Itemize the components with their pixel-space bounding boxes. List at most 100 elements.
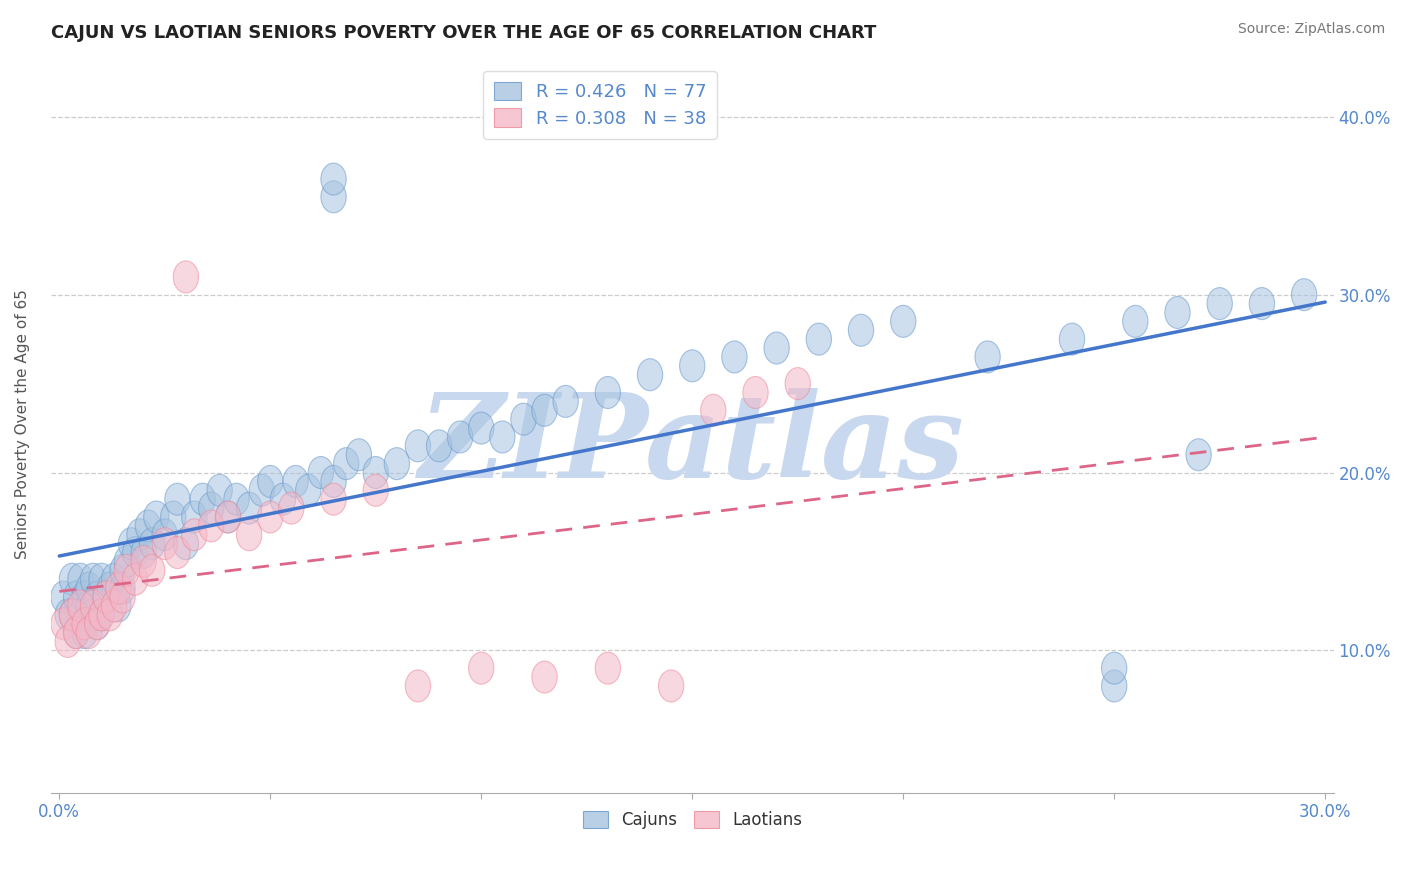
Ellipse shape	[198, 510, 224, 541]
Text: Source: ZipAtlas.com: Source: ZipAtlas.com	[1237, 22, 1385, 37]
Ellipse shape	[308, 457, 333, 489]
Ellipse shape	[295, 475, 321, 507]
Ellipse shape	[806, 323, 831, 355]
Ellipse shape	[114, 545, 139, 577]
Ellipse shape	[1185, 439, 1211, 471]
Ellipse shape	[84, 581, 110, 613]
Ellipse shape	[321, 181, 346, 213]
Ellipse shape	[363, 457, 388, 489]
Ellipse shape	[135, 510, 160, 541]
Ellipse shape	[595, 376, 620, 409]
Ellipse shape	[139, 528, 165, 559]
Ellipse shape	[637, 359, 662, 391]
Ellipse shape	[127, 519, 152, 550]
Ellipse shape	[105, 572, 131, 604]
Ellipse shape	[531, 661, 557, 693]
Ellipse shape	[152, 519, 177, 550]
Ellipse shape	[89, 563, 114, 595]
Ellipse shape	[89, 599, 114, 631]
Ellipse shape	[974, 341, 1000, 373]
Text: CAJUN VS LAOTIAN SENIORS POVERTY OVER THE AGE OF 65 CORRELATION CHART: CAJUN VS LAOTIAN SENIORS POVERTY OVER TH…	[51, 24, 876, 42]
Ellipse shape	[346, 439, 371, 471]
Ellipse shape	[785, 368, 810, 400]
Ellipse shape	[553, 385, 578, 417]
Ellipse shape	[143, 501, 169, 533]
Ellipse shape	[283, 466, 308, 498]
Ellipse shape	[110, 581, 135, 613]
Ellipse shape	[257, 501, 283, 533]
Ellipse shape	[215, 501, 240, 533]
Ellipse shape	[59, 599, 84, 631]
Ellipse shape	[321, 466, 346, 498]
Ellipse shape	[93, 581, 118, 613]
Ellipse shape	[207, 475, 232, 507]
Ellipse shape	[76, 590, 101, 622]
Ellipse shape	[468, 412, 494, 444]
Ellipse shape	[63, 616, 89, 648]
Ellipse shape	[59, 599, 84, 631]
Ellipse shape	[72, 616, 97, 648]
Ellipse shape	[80, 590, 105, 622]
Ellipse shape	[1250, 287, 1275, 319]
Ellipse shape	[1164, 296, 1189, 328]
Ellipse shape	[84, 607, 110, 640]
Ellipse shape	[447, 421, 472, 453]
Ellipse shape	[224, 483, 249, 516]
Ellipse shape	[67, 599, 93, 631]
Ellipse shape	[763, 332, 789, 364]
Ellipse shape	[84, 607, 110, 640]
Ellipse shape	[72, 581, 97, 613]
Ellipse shape	[114, 554, 139, 586]
Ellipse shape	[101, 590, 127, 622]
Ellipse shape	[181, 501, 207, 533]
Ellipse shape	[363, 475, 388, 507]
Ellipse shape	[270, 483, 295, 516]
Ellipse shape	[131, 537, 156, 568]
Ellipse shape	[63, 581, 89, 613]
Ellipse shape	[55, 599, 80, 631]
Ellipse shape	[160, 501, 186, 533]
Ellipse shape	[742, 376, 768, 409]
Ellipse shape	[321, 163, 346, 195]
Ellipse shape	[101, 563, 127, 595]
Ellipse shape	[1206, 287, 1233, 319]
Ellipse shape	[890, 305, 915, 337]
Ellipse shape	[405, 430, 430, 462]
Ellipse shape	[139, 554, 165, 586]
Ellipse shape	[173, 528, 198, 559]
Ellipse shape	[97, 572, 122, 604]
Ellipse shape	[165, 537, 190, 568]
Ellipse shape	[97, 599, 122, 631]
Ellipse shape	[236, 519, 262, 550]
Ellipse shape	[658, 670, 683, 702]
Ellipse shape	[80, 563, 105, 595]
Ellipse shape	[131, 545, 156, 577]
Ellipse shape	[51, 581, 76, 613]
Ellipse shape	[700, 394, 725, 426]
Ellipse shape	[152, 528, 177, 559]
Ellipse shape	[278, 492, 304, 524]
Ellipse shape	[63, 616, 89, 648]
Ellipse shape	[122, 537, 148, 568]
Ellipse shape	[333, 448, 359, 480]
Ellipse shape	[59, 563, 84, 595]
Ellipse shape	[173, 260, 198, 293]
Ellipse shape	[236, 492, 262, 524]
Ellipse shape	[848, 314, 873, 346]
Ellipse shape	[118, 528, 143, 559]
Ellipse shape	[51, 607, 76, 640]
Ellipse shape	[426, 430, 451, 462]
Ellipse shape	[468, 652, 494, 684]
Ellipse shape	[105, 590, 131, 622]
Ellipse shape	[249, 475, 274, 507]
Ellipse shape	[1059, 323, 1084, 355]
Ellipse shape	[721, 341, 747, 373]
Ellipse shape	[165, 483, 190, 516]
Ellipse shape	[110, 554, 135, 586]
Ellipse shape	[405, 670, 430, 702]
Ellipse shape	[89, 599, 114, 631]
Legend: Cajuns, Laotians: Cajuns, Laotians	[576, 805, 808, 836]
Ellipse shape	[531, 394, 557, 426]
Ellipse shape	[72, 607, 97, 640]
Ellipse shape	[110, 572, 135, 604]
